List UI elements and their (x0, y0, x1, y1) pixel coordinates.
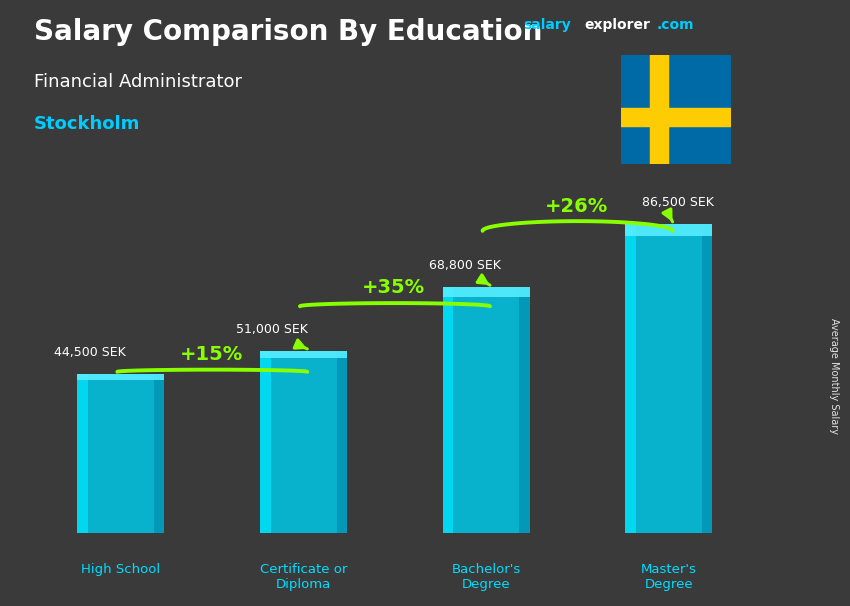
Bar (626, 224, 636, 533)
Text: +26%: +26% (545, 196, 608, 216)
Text: 68,800 SEK: 68,800 SEK (429, 259, 502, 272)
Text: Certificate or
Diploma: Certificate or Diploma (260, 564, 348, 591)
FancyBboxPatch shape (626, 224, 712, 533)
Bar (260, 351, 347, 358)
Text: salary: salary (523, 18, 570, 32)
Text: Financial Administrator: Financial Administrator (34, 73, 242, 91)
Bar (260, 351, 270, 533)
FancyBboxPatch shape (443, 287, 530, 533)
Text: explorer: explorer (584, 18, 649, 32)
Bar (702, 224, 712, 533)
FancyBboxPatch shape (77, 374, 164, 533)
Text: +15%: +15% (179, 345, 242, 364)
FancyBboxPatch shape (260, 351, 347, 533)
Text: 86,500 SEK: 86,500 SEK (642, 196, 713, 208)
Bar (626, 224, 712, 236)
Bar (519, 287, 530, 533)
Text: .com: .com (656, 18, 694, 32)
Bar (337, 351, 347, 533)
Bar (154, 374, 164, 533)
Text: Salary Comparison By Education: Salary Comparison By Education (34, 18, 542, 46)
Text: Bachelor's
Degree: Bachelor's Degree (451, 564, 521, 591)
Text: Master's
Degree: Master's Degree (641, 564, 697, 591)
Bar (443, 287, 530, 297)
Text: Stockholm: Stockholm (34, 115, 140, 133)
Bar (77, 374, 164, 381)
Text: Average Monthly Salary: Average Monthly Salary (829, 318, 839, 434)
Bar (443, 287, 453, 533)
Text: High School: High School (82, 564, 161, 576)
Text: 44,500 SEK: 44,500 SEK (54, 346, 126, 359)
Bar (77, 374, 88, 533)
Text: 51,000 SEK: 51,000 SEK (236, 323, 309, 336)
Text: +35%: +35% (362, 279, 425, 298)
